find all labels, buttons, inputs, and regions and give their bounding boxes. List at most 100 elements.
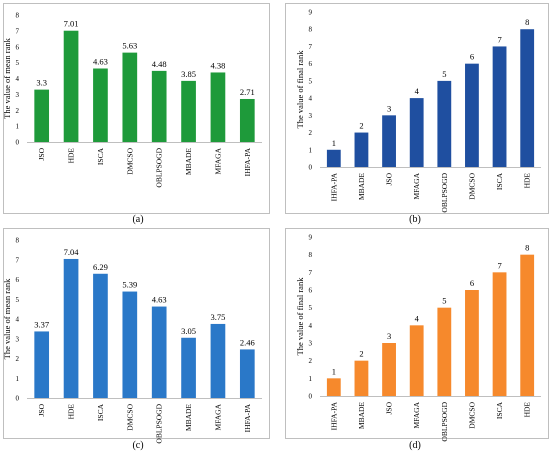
x-tick-label: JSO — [37, 147, 46, 160]
y-tick-label: 9 — [309, 234, 313, 242]
data-label: 5.39 — [122, 280, 137, 290]
x-tick-label: ISCA — [96, 403, 105, 421]
data-label: 7.01 — [64, 19, 79, 29]
y-tick-label: 2 — [16, 355, 20, 363]
y-tick-label: 4 — [309, 322, 313, 330]
chart-panel-d: 0 1 2 3 4 5 6 7 8 9 The value of final rank 1 IHFA-P… — [285, 228, 549, 451]
y-tick-label: 6 — [309, 287, 313, 295]
y-tick-label: 1 — [16, 123, 20, 131]
x-tick-label: ISCA — [495, 401, 504, 419]
y-tick-label: 5 — [16, 296, 20, 304]
x-tick-label: IHFA-PA — [329, 401, 338, 430]
bar — [492, 272, 507, 396]
panel-label: (c) — [132, 440, 143, 451]
bar — [409, 98, 424, 167]
x-tick-label: ISCA — [96, 147, 105, 165]
y-tick-label: 5 — [309, 77, 313, 85]
bar — [34, 331, 50, 398]
data-label: 2 — [359, 349, 363, 359]
y-axis-label: The value of mean rank — [2, 278, 12, 359]
x-tick-label: JSO — [385, 401, 394, 414]
y-tick-label: 7 — [309, 269, 313, 277]
bar — [63, 258, 79, 398]
x-tick-label: MBADE — [357, 173, 366, 201]
bar — [409, 325, 424, 396]
x-tick-label: HDE — [67, 404, 76, 420]
bar — [382, 115, 396, 167]
panel-label: (d) — [409, 440, 421, 451]
data-label: 6 — [470, 278, 474, 288]
y-tick-label: 7 — [16, 256, 20, 264]
y-tick-label: 7 — [16, 27, 20, 35]
bar — [181, 80, 196, 142]
y-tick-label: 8 — [309, 251, 313, 259]
data-label: 3.3 — [36, 78, 47, 88]
data-label: 3 — [387, 331, 391, 341]
bar — [34, 89, 50, 142]
data-label: 3.05 — [181, 326, 196, 336]
y-axis-label: The value of final rank — [295, 277, 305, 356]
chart-panel-b: 0 1 2 3 4 5 6 7 8 9 The value of final rank 1 IHFA-P… — [285, 3, 549, 225]
data-label: 6 — [470, 52, 474, 62]
bar — [326, 378, 341, 396]
y-tick-label: 5 — [309, 304, 313, 312]
y-axis-label: The value of final rank — [295, 50, 305, 129]
data-label: 3 — [387, 103, 391, 113]
y-tick-label: 2 — [309, 357, 313, 365]
bar — [465, 63, 479, 167]
bar — [181, 337, 196, 398]
chart-frame — [285, 228, 549, 439]
x-tick-label: HDE — [67, 148, 76, 164]
bar — [151, 306, 167, 398]
chart-frame — [3, 228, 270, 439]
data-label: 3.37 — [34, 319, 49, 329]
bar — [520, 29, 535, 167]
data-label: 7 — [497, 260, 501, 270]
x-tick-label: MFAGA — [213, 403, 222, 430]
chart-frame — [285, 3, 549, 214]
bar — [122, 291, 138, 398]
y-tick-label: 3 — [309, 340, 313, 348]
y-tick-label: 8 — [309, 26, 313, 34]
y-tick-label: 8 — [16, 237, 20, 245]
data-label: 4 — [415, 86, 420, 96]
chart-panel-a: 0 1 2 3 4 5 6 7 8 The value of mean rank 3.3 JSO 7.0… — [2, 3, 270, 225]
y-tick-label: 6 — [16, 276, 20, 284]
y-tick-label: 4 — [16, 316, 20, 324]
data-label: 2 — [359, 121, 363, 131]
y-tick-label: 9 — [309, 9, 313, 17]
data-label: 8 — [525, 17, 529, 27]
y-tick-label: 2 — [309, 129, 313, 137]
data-label: 5 — [442, 296, 446, 306]
x-tick-label: IHFA-PA — [243, 403, 252, 432]
chart-panel-c: 0 1 2 3 4 5 6 7 8 The value of mean rank 3.37 JSO 7.… — [2, 228, 270, 451]
y-tick-label: 0 — [309, 164, 313, 172]
bar — [465, 290, 479, 396]
data-label: 1 — [332, 366, 336, 376]
x-tick-label: DMCSO — [125, 403, 134, 430]
x-tick-label: IHFA-PA — [243, 147, 252, 176]
data-label: 2.46 — [240, 337, 255, 347]
bar — [93, 273, 108, 398]
x-tick-label: OBLPSOGD — [155, 403, 164, 443]
data-label: 4.63 — [152, 295, 167, 305]
bar — [326, 149, 341, 167]
y-tick-label: 8 — [16, 12, 20, 20]
x-tick-label: MFAGA — [412, 172, 421, 199]
data-label: 6.29 — [93, 262, 108, 272]
y-tick-label: 4 — [16, 75, 20, 83]
x-tick-label: MFAGA — [213, 147, 222, 174]
bar — [437, 80, 452, 167]
x-tick-label: JSO — [385, 172, 394, 185]
bar — [210, 323, 226, 398]
y-tick-label: 4 — [309, 95, 313, 103]
y-tick-label: 0 — [309, 393, 313, 401]
bar — [520, 254, 535, 396]
x-tick-label: MFAGA — [412, 401, 421, 428]
y-tick-label: 2 — [16, 107, 20, 115]
y-tick-label: 6 — [309, 60, 313, 68]
data-label: 1 — [332, 138, 336, 148]
data-label: 2.71 — [240, 87, 255, 97]
y-tick-label: 6 — [16, 43, 20, 51]
x-tick-label: OBLPSOGD — [440, 401, 449, 441]
